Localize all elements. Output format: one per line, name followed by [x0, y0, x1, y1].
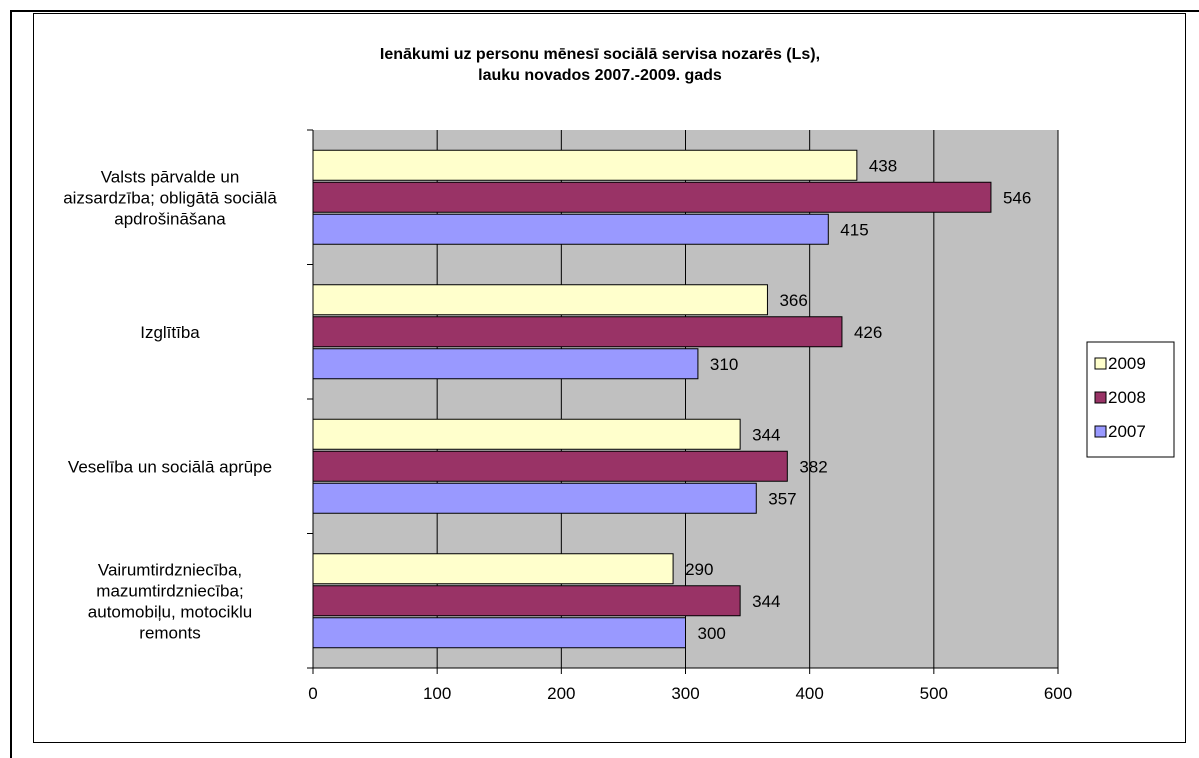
category-label: apdrošināšana	[114, 209, 226, 228]
data-label: 300	[698, 624, 726, 643]
bar-2009	[312, 284, 768, 316]
category-label: Veselība un sociālā aprūpe	[68, 457, 272, 476]
bar-2009	[312, 418, 741, 450]
data-label: 357	[768, 489, 796, 508]
x-tick-label: 100	[423, 684, 451, 703]
category-label: Vairumtirdzniecība,	[98, 560, 242, 579]
chart-title-line-2: lauku novados 2007.-2009. gads	[478, 67, 722, 84]
x-tick-label: 0	[308, 684, 317, 703]
bar-2007	[312, 213, 829, 245]
legend-label: 2008	[1108, 388, 1146, 407]
legend-label: 2007	[1108, 422, 1146, 441]
x-tick-label: 600	[1044, 684, 1072, 703]
page-frame	[10, 10, 1199, 758]
data-label: 344	[752, 592, 780, 611]
bar-2009	[312, 553, 674, 585]
data-label: 382	[799, 457, 827, 476]
data-label: 344	[752, 425, 780, 444]
x-tick-label: 300	[671, 684, 699, 703]
category-label: automobiļu, motociklu	[88, 602, 252, 621]
data-label: 426	[854, 323, 882, 342]
bar-2008	[312, 316, 843, 348]
bar-2009	[312, 149, 858, 181]
legend-swatch	[1094, 357, 1107, 370]
category-label: remonts	[139, 623, 200, 642]
bar-2008	[312, 585, 741, 617]
data-label: 290	[685, 560, 713, 579]
x-tick-label: 500	[920, 684, 948, 703]
data-label: 546	[1003, 188, 1031, 207]
data-label: 366	[779, 291, 807, 310]
category-label: Izglītība	[140, 323, 200, 342]
data-label: 415	[840, 220, 868, 239]
chart-title-line-1: Ienākumi uz personu mēnesī sociālā servi…	[379, 46, 821, 63]
category-label: mazumtirdzniecība;	[96, 581, 243, 600]
bar-2007	[312, 348, 699, 380]
legend-swatch	[1094, 425, 1107, 438]
bar-2007	[312, 482, 757, 514]
category-label: aizsardzība; obligātā sociālā	[63, 188, 277, 207]
bar-2008	[312, 450, 788, 482]
bar-2008	[312, 181, 992, 213]
x-tick-label: 400	[795, 684, 823, 703]
legend-swatch	[1094, 391, 1107, 404]
data-label: 438	[869, 156, 897, 175]
legend-label: 2009	[1108, 354, 1146, 373]
bar-2007	[312, 617, 686, 649]
data-label: 310	[710, 355, 738, 374]
category-label: Valsts pārvalde un	[101, 167, 240, 186]
x-tick-label: 200	[547, 684, 575, 703]
